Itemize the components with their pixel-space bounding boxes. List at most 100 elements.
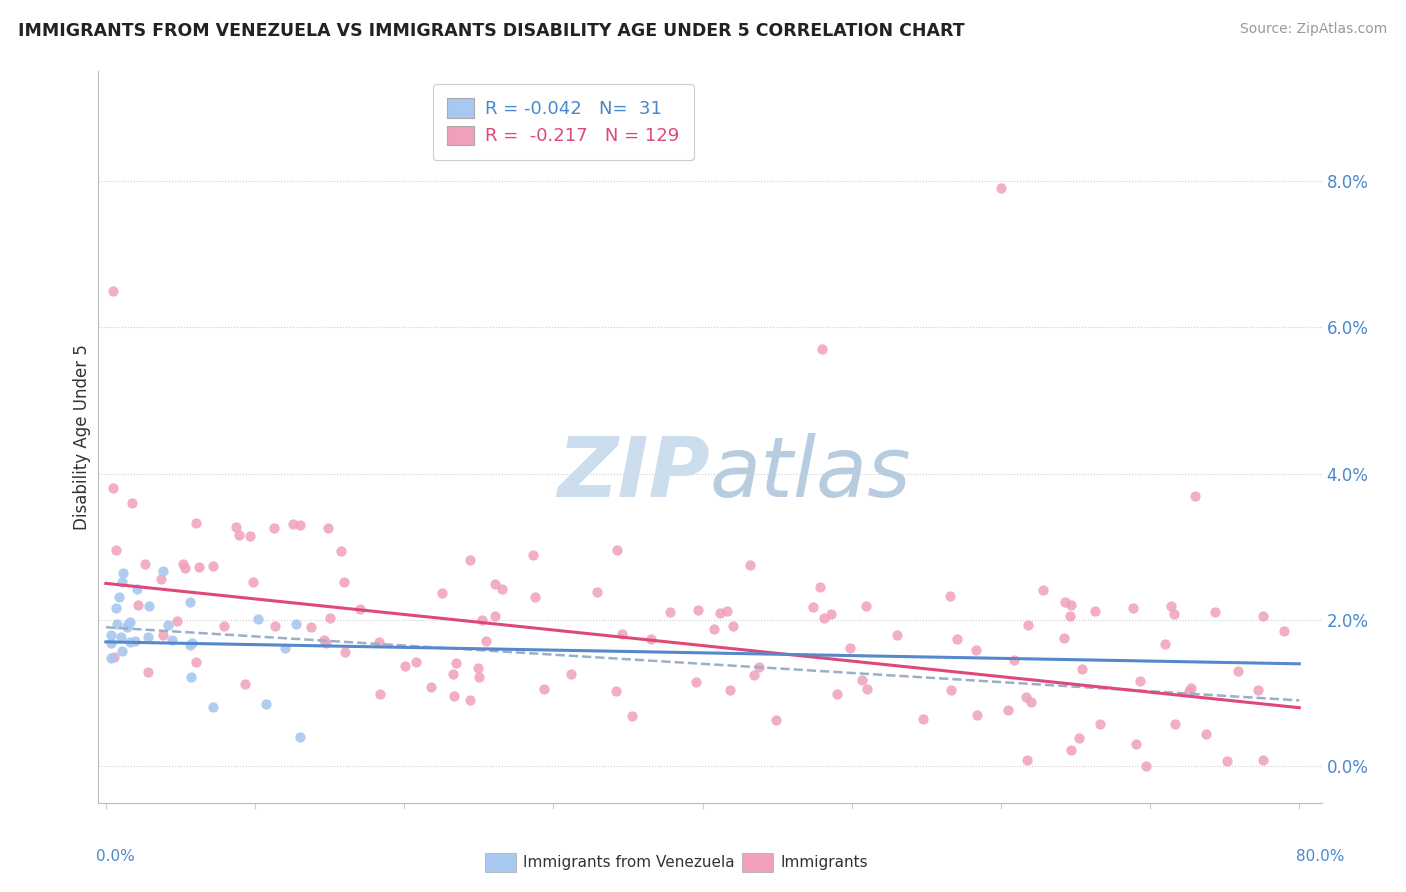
- Point: [138, 599, 160, 614]
- Point: [1251, 754, 1274, 768]
- Point: [443, 690, 465, 704]
- Point: [202, 699, 225, 714]
- Text: Immigrants from Venezuela: Immigrants from Venezuela: [523, 855, 735, 870]
- Point: [1032, 582, 1054, 597]
- Point: [138, 665, 160, 680]
- Point: [640, 632, 662, 646]
- Text: Source: ZipAtlas.com: Source: ZipAtlas.com: [1240, 22, 1388, 37]
- Point: [718, 682, 741, 697]
- Point: [1019, 695, 1042, 709]
- Point: [115, 620, 138, 634]
- Point: [966, 707, 988, 722]
- Point: [1160, 599, 1182, 613]
- Point: [523, 590, 546, 604]
- Point: [721, 618, 744, 632]
- Point: [150, 572, 173, 586]
- Point: [1060, 743, 1083, 757]
- Point: [1069, 731, 1091, 746]
- Point: [620, 708, 643, 723]
- Point: [242, 574, 264, 589]
- Point: [314, 632, 336, 647]
- Text: 80.0%: 80.0%: [1296, 849, 1344, 864]
- Point: [299, 620, 322, 634]
- Point: [283, 516, 305, 531]
- Point: [368, 687, 391, 701]
- Point: [1015, 753, 1038, 767]
- Point: [419, 680, 441, 694]
- Point: [813, 611, 835, 625]
- Point: [349, 602, 371, 616]
- Point: [319, 611, 342, 625]
- Point: [811, 343, 834, 357]
- Point: [990, 181, 1012, 195]
- Point: [742, 668, 765, 682]
- Point: [467, 661, 489, 675]
- Point: [254, 698, 277, 712]
- Point: [100, 636, 122, 650]
- Text: ZIP: ZIP: [557, 434, 710, 514]
- Point: [939, 589, 962, 603]
- Point: [100, 651, 122, 665]
- Point: [166, 615, 188, 629]
- Point: [108, 590, 131, 604]
- Point: [839, 640, 862, 655]
- Point: [179, 638, 201, 652]
- Point: [201, 558, 224, 573]
- Point: [686, 603, 709, 617]
- Point: [247, 612, 270, 626]
- Point: [181, 636, 204, 650]
- Point: [825, 687, 848, 701]
- Point: [1054, 595, 1077, 609]
- Point: [120, 634, 142, 648]
- Point: [186, 516, 208, 530]
- Point: [110, 630, 132, 644]
- Point: [1253, 608, 1275, 623]
- Point: [1163, 607, 1185, 621]
- Point: [1059, 608, 1081, 623]
- Point: [184, 655, 207, 669]
- Point: [886, 628, 908, 642]
- Point: [111, 643, 134, 657]
- Point: [368, 635, 391, 649]
- Point: [285, 617, 308, 632]
- Point: [432, 586, 454, 600]
- Point: [612, 626, 634, 640]
- Point: [997, 703, 1019, 717]
- Point: [468, 670, 491, 684]
- Text: IMMIGRANTS FROM VENEZUELA VS IMMIGRANTS DISABILITY AGE UNDER 5 CORRELATION CHART: IMMIGRANTS FROM VENEZUELA VS IMMIGRANTS …: [18, 22, 965, 40]
- Point: [180, 670, 202, 684]
- Point: [124, 633, 146, 648]
- Text: atlas: atlas: [710, 434, 911, 514]
- Point: [484, 609, 506, 624]
- Point: [104, 542, 127, 557]
- Point: [1135, 759, 1157, 773]
- Point: [1164, 717, 1187, 731]
- Point: [288, 730, 311, 744]
- Text: Immigrants: Immigrants: [780, 855, 868, 870]
- Point: [188, 560, 211, 574]
- Point: [808, 580, 831, 594]
- Point: [946, 632, 969, 647]
- Point: [458, 693, 481, 707]
- Point: [560, 667, 582, 681]
- Point: [103, 481, 125, 495]
- Point: [460, 553, 482, 567]
- Point: [138, 630, 160, 644]
- Point: [117, 616, 139, 631]
- Point: [160, 632, 183, 647]
- Point: [172, 558, 194, 572]
- Point: [441, 667, 464, 681]
- Point: [748, 660, 770, 674]
- Point: [709, 607, 731, 621]
- Point: [239, 529, 262, 543]
- Point: [820, 607, 842, 622]
- Point: [127, 599, 149, 613]
- Point: [212, 619, 235, 633]
- Point: [1059, 598, 1081, 612]
- Point: [1088, 717, 1111, 731]
- Point: [1153, 637, 1175, 651]
- Point: [965, 643, 987, 657]
- Point: [1195, 727, 1218, 741]
- Point: [1017, 617, 1039, 632]
- Point: [716, 604, 738, 618]
